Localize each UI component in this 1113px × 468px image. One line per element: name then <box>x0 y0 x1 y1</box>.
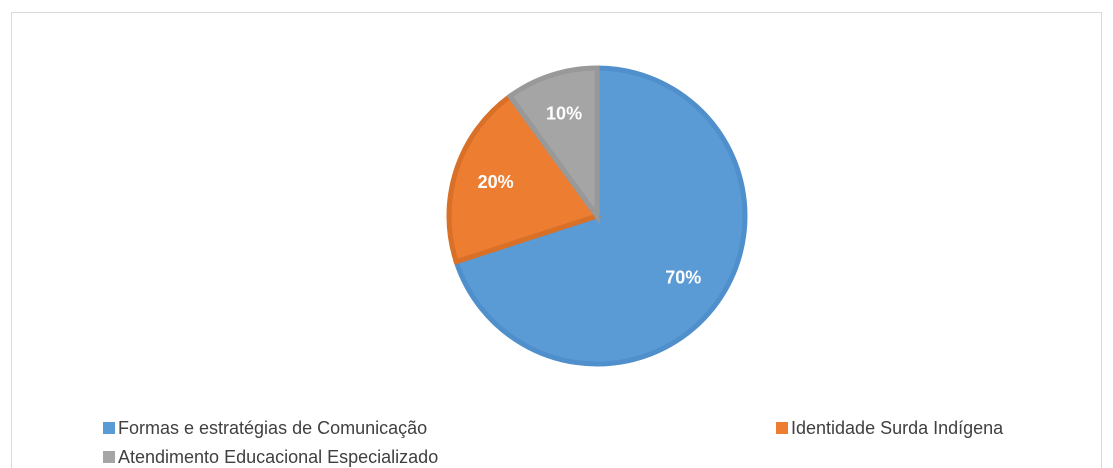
data-label: 20% <box>478 172 514 192</box>
legend-label: Atendimento Educacional Especializado <box>118 447 438 467</box>
legend-label: Formas e estratégias de Comunicação <box>118 418 427 438</box>
data-label: 70% <box>665 267 701 287</box>
data-label: 10% <box>546 103 582 123</box>
legend-swatch <box>103 451 115 463</box>
pie-slice <box>453 65 748 367</box>
pie-slice <box>506 65 600 224</box>
legend-swatch <box>103 422 115 434</box>
pie-slice <box>446 92 602 265</box>
legend-label: Identidade Surda Indígena <box>791 418 1004 438</box>
legend-swatch <box>776 422 788 434</box>
